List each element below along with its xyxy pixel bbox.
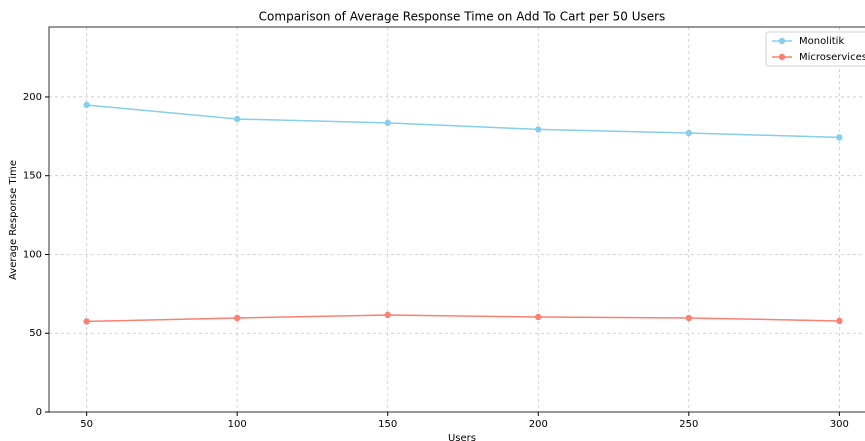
data-point (384, 311, 391, 319)
legend-label: Monolitik (799, 36, 844, 47)
y-axis-label: Average Response Time (8, 160, 19, 280)
x-tick-label: 200 (529, 419, 548, 430)
data-point (233, 314, 241, 322)
data-point (836, 134, 843, 141)
x-tick-label: 150 (378, 419, 397, 430)
data-point (535, 313, 542, 321)
data-point (535, 126, 542, 133)
y-tick-label: 50 (29, 328, 42, 339)
data-point (836, 317, 843, 325)
data-point (685, 314, 693, 322)
data-point (685, 129, 693, 137)
y-tick-label: 100 (23, 249, 42, 260)
x-tick-label: 100 (228, 419, 247, 430)
series-line (86, 314, 840, 323)
y-tick-label: 150 (23, 171, 42, 182)
chart-title: Comparison of Average Response Time on A… (259, 10, 666, 24)
y-tick-label: 0 (36, 407, 42, 418)
legend-marker (778, 37, 786, 45)
plot-frame (48, 26, 865, 413)
x-tick-label: 50 (80, 419, 93, 430)
legend-marker (778, 53, 786, 61)
x-tick-label: 250 (679, 419, 698, 430)
data-point (83, 318, 90, 325)
legend-label: Microservices (799, 52, 865, 63)
y-tick-label: 200 (23, 92, 42, 103)
x-axis-label: Users (448, 433, 476, 441)
x-tick-label: 300 (830, 419, 849, 430)
series-line (86, 104, 840, 139)
data-point (384, 119, 391, 127)
data-point (83, 101, 90, 109)
data-point (233, 115, 241, 123)
